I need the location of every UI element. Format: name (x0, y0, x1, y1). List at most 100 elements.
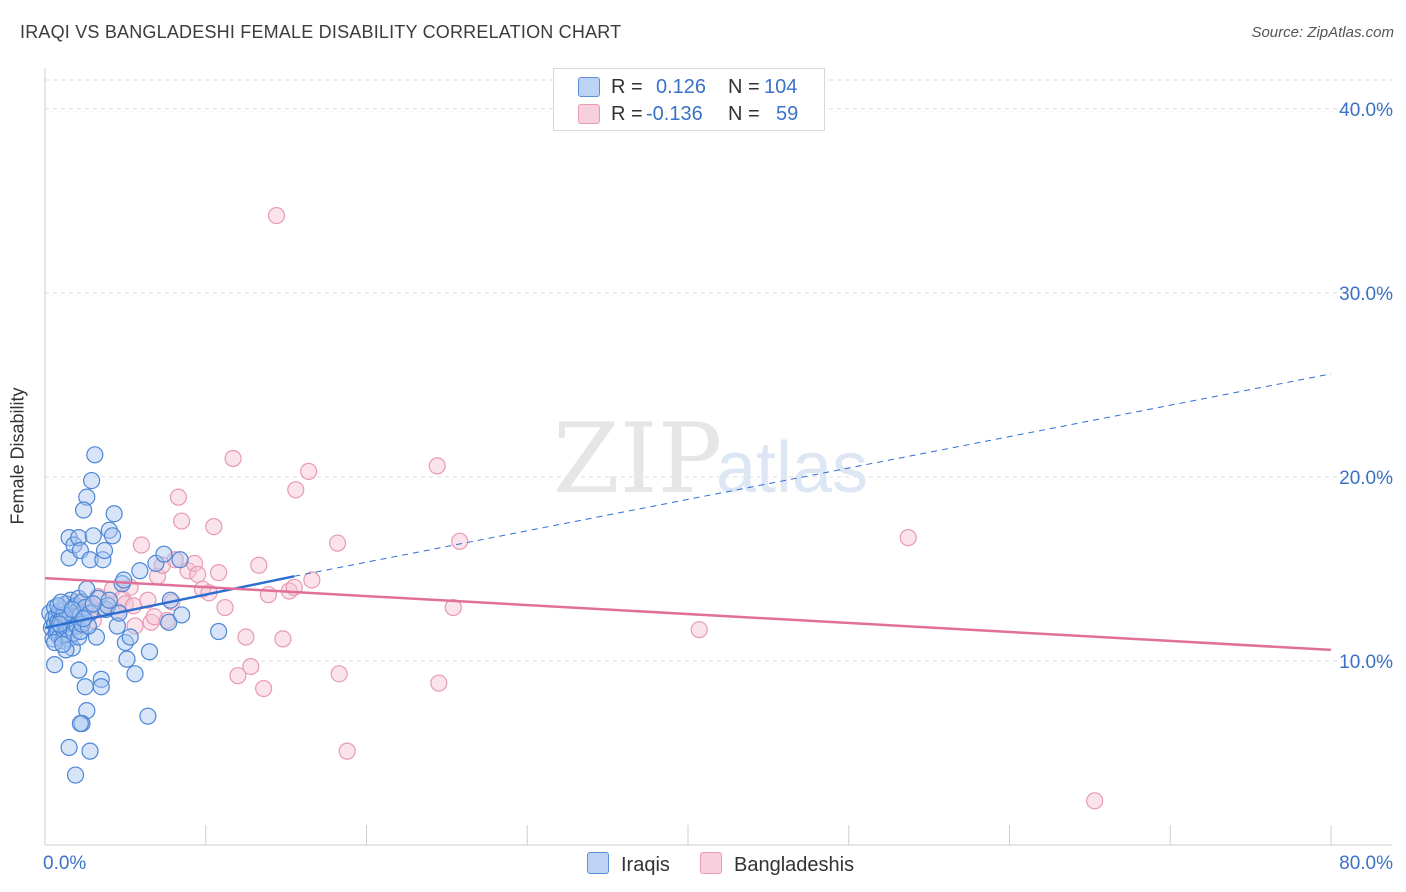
y-tick-label: 20.0% (1339, 468, 1393, 489)
iraqi-point (155, 545, 173, 563)
bangladeshi-point (274, 630, 292, 648)
iraqi-point (70, 661, 88, 679)
bangla-legend-swatch (700, 852, 722, 874)
watermark-atlas: atlas (716, 428, 868, 508)
iraqi-point (92, 678, 110, 696)
bangladeshi-point (428, 457, 446, 475)
iraqi-trend-dashed (294, 373, 1332, 577)
legend-r-label: R = (611, 76, 643, 98)
legend-r-value: -0.136 (646, 103, 703, 125)
bangladeshi-point (166, 551, 184, 569)
y-tick-label: 30.0% (1339, 284, 1393, 305)
source-label: Source: ZipAtlas.com (1251, 24, 1394, 41)
bangladeshi-point (1086, 792, 1104, 810)
correlation-legend: R = 0.126 N = 104 R = -0.136 N = 59 (553, 68, 825, 131)
iraqi-point (71, 714, 89, 733)
bangladeshi-point (173, 512, 191, 530)
iraqi-swatch (578, 77, 600, 97)
legend-n-label: N = (728, 103, 760, 125)
bangladeshi-point (444, 598, 462, 617)
bangladeshi-point (430, 674, 448, 692)
iraqi-point (74, 501, 93, 519)
bangladeshi-point (899, 529, 917, 547)
iraqi-point (76, 678, 94, 696)
watermark-zip: ZIP (553, 403, 722, 515)
iraqi-point (173, 606, 191, 624)
bangladeshi-point (300, 462, 318, 480)
x-tick-label: 0.0% (43, 853, 86, 874)
iraqi-points (41, 446, 228, 784)
bangladeshi-point (237, 628, 255, 646)
iraqi-point (108, 617, 126, 635)
bangladeshi-point (139, 591, 157, 609)
legend-n-value: 104 (764, 76, 798, 98)
iraqi-point (70, 529, 88, 547)
bangladeshi-point (338, 742, 356, 760)
bangladeshi-point (267, 206, 286, 225)
iraqi-point (86, 446, 104, 464)
iraqi-point (121, 628, 139, 646)
bangladeshi-point (330, 665, 348, 683)
iraqi-point (84, 595, 102, 613)
legend-label-iraqis: Iraqis (621, 854, 670, 876)
bangladeshi-point (690, 621, 708, 639)
legend-n-value: 59 (776, 103, 799, 125)
bangladeshi-point (250, 556, 268, 574)
x-tick-label: 80.0% (1339, 853, 1393, 874)
legend-item-bangladeshis: Bangladeshis (700, 852, 854, 877)
iraqi-point (83, 471, 101, 490)
chart-title: IRAQI VS BANGLADESHI FEMALE DISABILITY C… (20, 22, 622, 42)
bangladeshi-point (287, 481, 305, 499)
iraqi-point (100, 591, 118, 609)
iraqi-trend-line (44, 575, 295, 630)
iraqi-point (105, 505, 123, 523)
legend-item-iraqis: Iraqis (587, 852, 670, 877)
iraqi-point (84, 527, 102, 545)
iraqi-point (210, 622, 228, 641)
bangladeshi-point (242, 657, 260, 676)
iraqi-point (131, 562, 149, 580)
legend-n-label: N = (728, 76, 760, 98)
bangladeshi-point (169, 488, 188, 506)
iraqi-point (81, 742, 99, 760)
iraqi-point (66, 766, 85, 784)
iraqi-point (60, 738, 78, 757)
watermark: ZIP atlas (553, 403, 868, 515)
iraqi-point (100, 521, 118, 539)
y-axis-label: Female Disability (7, 387, 28, 525)
bangladeshi-point (328, 534, 347, 552)
bangladeshi-point (189, 565, 207, 584)
bangladeshi-point (132, 536, 151, 554)
iraqi-point (126, 665, 144, 683)
tick-labels: 10.0% 20.0% 30.0% 40.0% 0.0% 80.0% (43, 100, 1393, 874)
legend-label-bangladeshis: Bangladeshis (734, 854, 855, 876)
axis-layer (44, 68, 1392, 846)
iraqi-point (140, 643, 159, 661)
grid-layer (45, 79, 1392, 662)
bangladeshi-point (224, 449, 242, 468)
iraqi-legend-swatch (587, 852, 609, 874)
bangladeshi-point (229, 667, 247, 685)
iraqi-point (46, 656, 64, 674)
y-tick-label: 10.0% (1339, 652, 1393, 673)
bangladeshi-point (451, 532, 469, 550)
bangladeshi-point (255, 679, 273, 698)
iraqi-point (160, 613, 178, 631)
iraqi-point (171, 551, 189, 569)
bangladeshi-trend-line (44, 576, 1332, 652)
iraqi-point (54, 635, 72, 653)
iraqi-point (116, 633, 134, 652)
bangladeshi-point (126, 617, 144, 635)
legend-r-value: 0.126 (656, 76, 707, 98)
iraqi-point (103, 527, 122, 545)
iraqi-point (139, 707, 157, 725)
series-legend: Iraqis Bangladeshis (0, 852, 1406, 876)
bangladeshi-point (205, 517, 223, 536)
trend-lines (44, 373, 1332, 652)
bangladeshi-point (210, 564, 228, 582)
iraqi-point (92, 670, 110, 688)
bangladeshi-point (303, 571, 321, 589)
bangla-swatch (578, 104, 600, 124)
bangladeshi-point (216, 598, 234, 617)
